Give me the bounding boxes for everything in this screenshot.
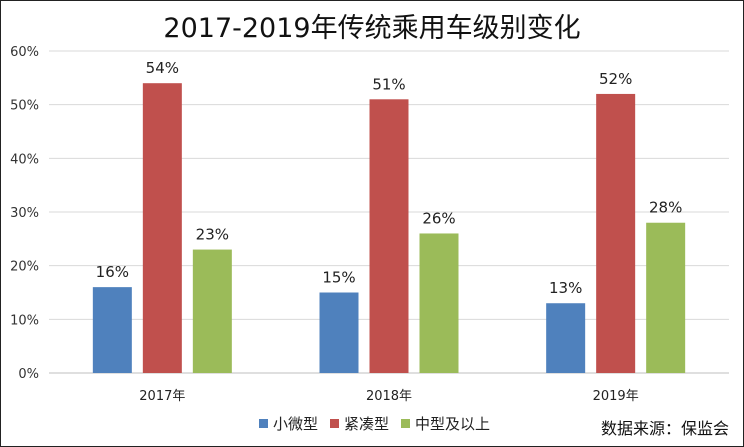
data-label: 15%	[322, 269, 355, 287]
legend-label-compact: 紧凑型	[344, 415, 390, 433]
data-label: 13%	[549, 279, 582, 297]
bar	[192, 249, 232, 373]
data-label: 52%	[599, 70, 632, 88]
y-tick-label: 40%	[10, 152, 39, 167]
x-tick-label: 2017年	[139, 389, 185, 404]
bar	[596, 93, 636, 373]
y-axis-ticks: 0% 10% 20% 30% 40% 50% 60%	[10, 45, 39, 382]
bar	[646, 222, 686, 373]
data-label: 54%	[146, 59, 179, 77]
legend-label-small: 小微型	[273, 415, 319, 433]
y-tick-label: 0%	[18, 367, 39, 382]
chart-title: 2017-2019年传统乘用车级别变化	[163, 13, 581, 44]
bars	[92, 83, 686, 374]
source-note: 数据来源：保监会	[600, 419, 729, 438]
data-label: 26%	[422, 209, 455, 227]
data-label: 16%	[96, 263, 129, 281]
legend-item-midsize: 中型及以上	[401, 413, 490, 434]
bar	[369, 99, 409, 374]
legend-swatch-compact	[330, 419, 340, 428]
x-axis-ticks: 2017年 2018年 2019年	[139, 389, 638, 404]
x-tick-label: 2018年	[366, 389, 412, 404]
bar	[142, 83, 182, 373]
data-label: 28%	[649, 199, 682, 217]
legend-swatch-small	[259, 419, 268, 428]
data-labels: 16% 54% 23% 15% 51% 26% 13% 52% 28%	[96, 59, 683, 297]
y-tick-label: 30%	[10, 206, 39, 221]
x-tick-label: 2019年	[593, 389, 639, 404]
bar	[92, 287, 132, 373]
y-tick-label: 50%	[10, 99, 39, 114]
bar	[419, 233, 459, 373]
y-tick-label: 60%	[10, 45, 39, 60]
legend-swatch-midsize	[401, 419, 411, 428]
legend-item-compact: 紧凑型	[330, 413, 389, 434]
bar	[319, 292, 359, 373]
legend-label-midsize: 中型及以上	[415, 415, 491, 433]
y-tick-label: 20%	[10, 260, 39, 275]
legend-item-small: 小微型	[259, 413, 318, 434]
data-label: 51%	[372, 75, 405, 93]
legend: 小微型 紧凑型 中型及以上	[259, 413, 502, 434]
data-label: 23%	[196, 226, 229, 244]
y-tick-label: 10%	[10, 313, 39, 328]
bar	[546, 303, 586, 373]
